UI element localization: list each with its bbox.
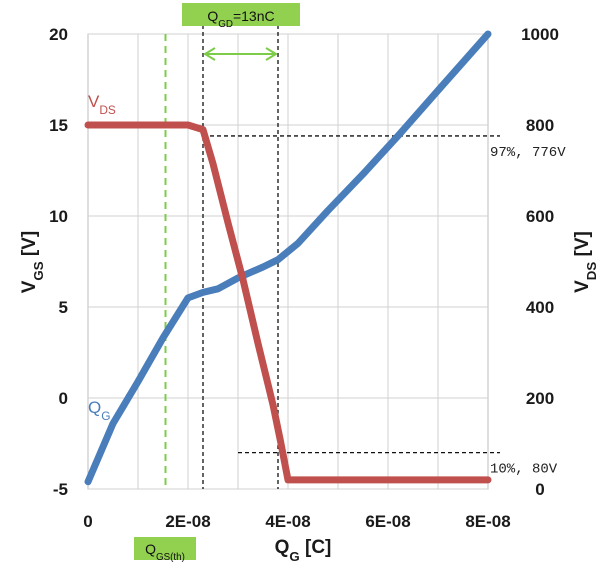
qgd-badge-text: QGD=13nC	[207, 8, 274, 30]
series-qg-label: QG	[88, 398, 110, 423]
qgd-badge	[182, 3, 300, 26]
x-tick-label: 0	[83, 512, 92, 531]
qgd-arrow-head-left	[203, 47, 216, 61]
x-tick-label: 6E-08	[365, 512, 410, 531]
y-right-tick-label: 800	[526, 116, 554, 135]
y-left-tick-label: -5	[53, 480, 68, 499]
y-right-tick-label: 0	[535, 480, 544, 499]
y-left-tick-label: 5	[59, 298, 68, 317]
series-vds-label: VDS	[88, 92, 116, 117]
x-tick-label: 2E-08	[165, 512, 210, 531]
qgs-th-badge-text: QGS(th)	[145, 541, 185, 563]
y-left-tick-label: 20	[49, 25, 68, 44]
y-right-tick-label: 400	[526, 298, 554, 317]
tick-labels: 0 2E-08 4E-08 6E-08 8E-08-505101520020040060…	[49, 25, 559, 531]
y-left-tick-label: 0	[59, 389, 68, 408]
y-right-tick-label: 600	[526, 207, 554, 226]
x-axis-label: QG [C]	[275, 537, 332, 564]
x-tick-label: 8E-08	[465, 512, 510, 531]
qgs-th-badge	[134, 537, 196, 560]
y-right-tick-label: 1000	[521, 25, 559, 44]
y-right-tick-label: 200	[526, 389, 554, 408]
reference-level-label: 10%, 80V	[490, 462, 558, 478]
plot-area	[84, 18, 500, 489]
series-qg-line	[84, 30, 492, 486]
annotations: 97%, 776V 10%, 80V QGD=13nC QGS(th)	[134, 3, 566, 563]
qgd-arrow-head-right	[265, 47, 278, 61]
y-left-tick-label: 15	[49, 116, 68, 135]
y-left-tick-label: 10	[49, 207, 68, 226]
reference-level-label: 97%, 776V	[490, 145, 566, 161]
y-left-axis-label: VGS [V]	[19, 231, 46, 294]
series-vds-line	[84, 121, 492, 484]
x-tick-label: 4E-08	[265, 512, 310, 531]
axis-labels: QG [C] VGS [V] VDS [V] QG VDS	[19, 92, 599, 564]
y-right-axis-label: VDS [V]	[572, 231, 599, 293]
